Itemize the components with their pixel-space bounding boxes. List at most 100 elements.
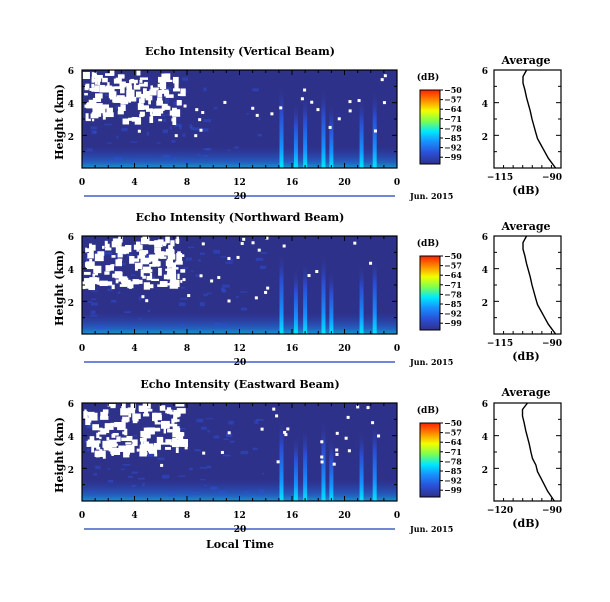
no-data-gap xyxy=(91,112,100,115)
no-data-gap xyxy=(149,284,154,289)
no-data-gap xyxy=(86,440,91,447)
echo-cell xyxy=(91,298,96,301)
no-data-gap xyxy=(337,117,341,121)
no-data-gap xyxy=(91,72,97,78)
avg-y-tick: 6 xyxy=(482,400,488,410)
no-data-gap xyxy=(85,118,91,122)
no-data-gap xyxy=(85,417,91,426)
echo-cell xyxy=(142,159,146,163)
echo-cell xyxy=(131,484,136,487)
echo-cell xyxy=(124,311,131,314)
echo-cell xyxy=(196,418,204,423)
heatmap-vertical-beam xyxy=(81,69,398,169)
no-data-gap xyxy=(169,262,177,268)
no-data-gap xyxy=(283,430,287,434)
no-data-gap xyxy=(160,420,170,429)
no-data-gap xyxy=(154,414,162,421)
no-data-gap xyxy=(82,72,90,79)
echo-cell xyxy=(195,274,201,277)
echo-cell xyxy=(86,148,93,152)
colorbar-tick-label: −57 xyxy=(444,428,462,438)
no-data-gap xyxy=(110,405,116,409)
x-tick-label: 8 xyxy=(184,344,190,354)
no-data-gap xyxy=(117,250,123,258)
no-data-gap xyxy=(316,108,320,112)
no-data-gap xyxy=(96,447,101,450)
no-data-gap xyxy=(123,249,127,255)
no-data-gap xyxy=(157,90,163,98)
avg-x-tick: −115 xyxy=(487,339,513,349)
no-data-gap xyxy=(126,85,133,94)
no-data-gap xyxy=(344,436,348,440)
no-data-gap xyxy=(251,106,255,110)
no-data-gap xyxy=(123,449,130,458)
colorbar xyxy=(419,422,441,498)
no-data-gap xyxy=(161,105,170,109)
ground-echo-layer xyxy=(82,312,397,334)
echo-plume xyxy=(303,260,308,334)
no-data-gap xyxy=(133,82,137,88)
echo-cell xyxy=(182,267,189,269)
echo-cell xyxy=(139,318,142,320)
no-data-gap xyxy=(89,277,98,285)
avg-x-label: (dB) xyxy=(512,184,539,197)
no-data-gap xyxy=(84,92,88,96)
no-data-gap xyxy=(162,103,168,107)
echo-cell xyxy=(255,257,264,261)
no-data-gap xyxy=(151,278,160,281)
no-data-gap xyxy=(128,413,132,418)
no-data-gap xyxy=(146,444,154,451)
echo-cell xyxy=(258,117,261,120)
y-axis-label: Height (km) xyxy=(53,84,66,160)
no-data-gap xyxy=(125,445,135,453)
colorbar-tick-label: −85 xyxy=(444,299,462,309)
no-data-gap xyxy=(366,406,370,410)
no-data-gap xyxy=(100,411,108,419)
no-data-gap xyxy=(117,241,121,248)
no-data-gap xyxy=(165,446,171,450)
heatmap-title: Echo Intensity (Northward Beam) xyxy=(136,211,345,224)
no-data-gap xyxy=(180,88,186,97)
no-data-gap xyxy=(143,441,150,447)
echo-cell xyxy=(131,325,136,328)
no-data-gap xyxy=(108,439,117,448)
no-data-gap xyxy=(128,117,137,121)
no-data-gap xyxy=(139,253,144,258)
echo-cell xyxy=(225,433,233,438)
avg-y-tick: 6 xyxy=(482,67,488,77)
no-data-gap xyxy=(272,407,276,411)
no-data-gap xyxy=(134,279,143,284)
no-data-gap xyxy=(172,107,177,113)
no-data-gap xyxy=(161,77,167,84)
echo-cell xyxy=(240,291,248,293)
no-data-gap xyxy=(122,416,130,422)
echo-cell xyxy=(127,254,133,257)
echo-cell xyxy=(162,129,169,134)
echo-cell xyxy=(120,468,125,471)
no-data-gap xyxy=(92,97,102,102)
avg-y-tick: 6 xyxy=(482,233,488,243)
colorbar-tick-label: −78 xyxy=(444,289,462,299)
echo-cell xyxy=(131,493,134,495)
echo-cell xyxy=(164,98,169,103)
echo-plume xyxy=(359,96,364,168)
y-tick-label: 2 xyxy=(68,133,74,143)
no-data-gap xyxy=(83,411,88,419)
no-data-gap xyxy=(315,270,319,274)
echo-cell xyxy=(93,473,98,476)
no-data-gap xyxy=(157,284,167,287)
no-data-gap xyxy=(167,268,176,275)
echo-cell xyxy=(156,142,161,144)
no-data-gap xyxy=(106,437,110,441)
no-data-gap xyxy=(163,73,171,80)
no-data-gap xyxy=(260,427,264,431)
echo-cell xyxy=(189,467,193,471)
echo-cell xyxy=(218,490,226,494)
no-data-gap xyxy=(105,243,110,250)
no-data-gap xyxy=(136,448,140,452)
echo-cell xyxy=(113,77,118,80)
echo-cell xyxy=(234,146,239,149)
echo-cell xyxy=(220,287,225,292)
no-data-gap xyxy=(183,104,187,108)
echo-cell xyxy=(146,131,150,136)
